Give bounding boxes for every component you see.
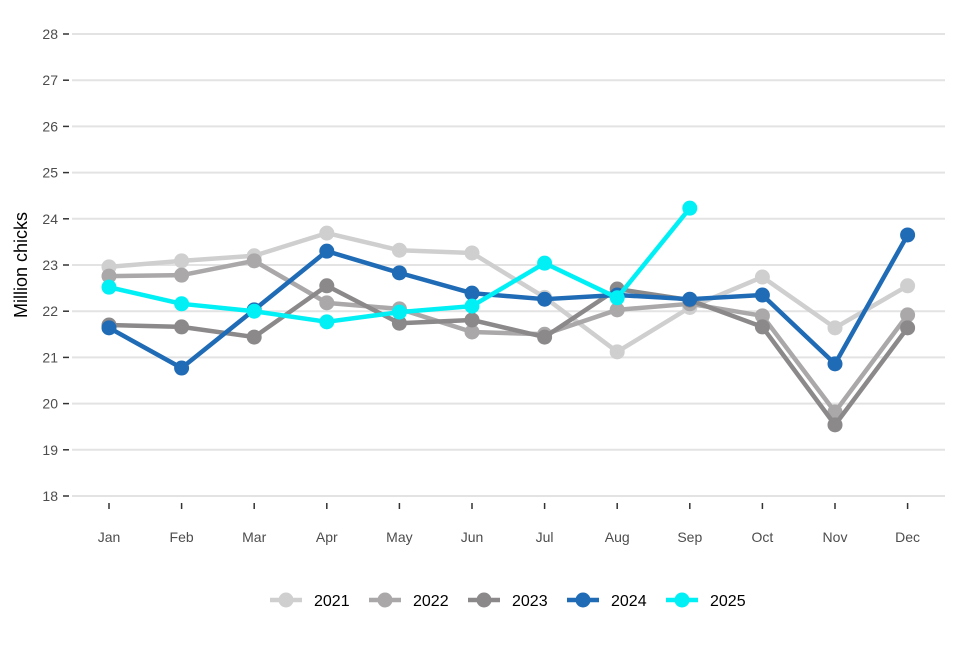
data-point [900, 320, 916, 336]
gridlines [72, 33, 945, 497]
data-point [900, 307, 916, 323]
data-point [609, 290, 625, 306]
data-point [464, 324, 480, 340]
data-point [174, 253, 190, 269]
data-point [754, 319, 770, 335]
data-point [319, 278, 335, 294]
x-tick-label: Apr [316, 529, 338, 545]
x-tick-label: Jun [461, 529, 484, 545]
data-point [174, 360, 190, 376]
data-point [682, 200, 698, 216]
data-point [537, 255, 553, 271]
x-tick-label: Nov [823, 529, 848, 545]
y-tick-label: 24 [42, 211, 58, 227]
data-point [754, 269, 770, 285]
data-point [174, 296, 190, 312]
data-point [391, 242, 407, 258]
data-point [464, 298, 480, 314]
legend-label: 2021 [314, 593, 350, 610]
x-tick-label: Aug [605, 529, 630, 545]
legend-swatch-point [377, 592, 393, 608]
data-point [754, 308, 770, 324]
x-tick-label: Mar [242, 529, 266, 545]
x-tick-label: Oct [752, 529, 774, 545]
data-point [319, 225, 335, 241]
data-point [609, 344, 625, 360]
legend-label: 2024 [611, 593, 647, 610]
x-tick-label: Feb [170, 529, 194, 545]
legend-item-2025: 2025 [666, 592, 746, 610]
series-2024 [101, 227, 916, 376]
data-point [101, 268, 117, 284]
legend-item-2022: 2022 [369, 592, 449, 610]
series-2021 [101, 225, 916, 360]
data-point [900, 278, 916, 294]
data-point [609, 302, 625, 318]
legend-label: 2025 [710, 593, 746, 610]
y-tick-label: 28 [42, 26, 58, 42]
legend: 2021 2022 2023 2024 2025 [270, 592, 746, 610]
data-point [174, 319, 190, 335]
data-point [174, 267, 190, 283]
y-tick-label: 27 [42, 72, 58, 88]
x-tick-label: Sep [677, 529, 702, 545]
legend-swatch-point [674, 592, 690, 608]
data-point [319, 243, 335, 259]
data-point [900, 227, 916, 243]
data-point [537, 291, 553, 307]
legend-swatch-point [476, 592, 492, 608]
x-tick-label: Dec [895, 529, 920, 545]
data-point [101, 279, 117, 295]
y-axis-label: Million chicks [11, 212, 31, 318]
data-point [101, 320, 117, 336]
data-point [754, 287, 770, 303]
y-tick-label: 20 [42, 396, 58, 412]
data-point [464, 285, 480, 301]
data-point [827, 320, 843, 336]
x-tick-label: Jul [536, 529, 554, 545]
y-tick-label: 25 [42, 165, 58, 181]
y-tick-label: 22 [42, 303, 58, 319]
series-lines [101, 200, 916, 433]
y-axis: 18 19 20 21 22 23 24 25 26 27 28 [42, 26, 69, 504]
legend-label: 2022 [413, 593, 449, 610]
data-point [827, 417, 843, 433]
data-point [391, 304, 407, 320]
legend-swatch-point [278, 592, 294, 608]
y-tick-label: 23 [42, 257, 58, 273]
data-point [319, 314, 335, 330]
y-tick-label: 26 [42, 118, 58, 134]
legend-item-2024: 2024 [567, 592, 647, 610]
series-line-2021 [108, 230, 909, 355]
y-tick-label: 19 [42, 442, 58, 458]
data-point [246, 329, 262, 345]
data-point [319, 295, 335, 311]
data-point [464, 312, 480, 328]
data-point [537, 329, 553, 345]
series-line-2023 [108, 283, 910, 428]
data-point [682, 291, 698, 307]
data-point [464, 245, 480, 261]
x-tick-label: May [386, 529, 412, 545]
x-axis: Jan Feb Mar Apr May Jun Jul Aug Sep Oct Nov Dec [98, 503, 920, 545]
data-point [246, 303, 262, 319]
x-tick-label: Jan [98, 529, 121, 545]
data-point [246, 253, 262, 269]
legend-item-2023: 2023 [468, 592, 548, 610]
data-point [391, 265, 407, 281]
legend-item-2021: 2021 [270, 592, 350, 610]
data-point [827, 356, 843, 372]
data-point [391, 315, 407, 331]
series-2025 [101, 200, 698, 330]
data-point [827, 404, 843, 420]
series-line-2024 [107, 233, 910, 371]
legend-swatch-point [575, 592, 591, 608]
y-tick-label: 18 [42, 488, 58, 504]
legend-label: 2023 [512, 593, 548, 610]
series-line-2022 [108, 258, 910, 415]
y-tick-label: 21 [42, 349, 58, 365]
